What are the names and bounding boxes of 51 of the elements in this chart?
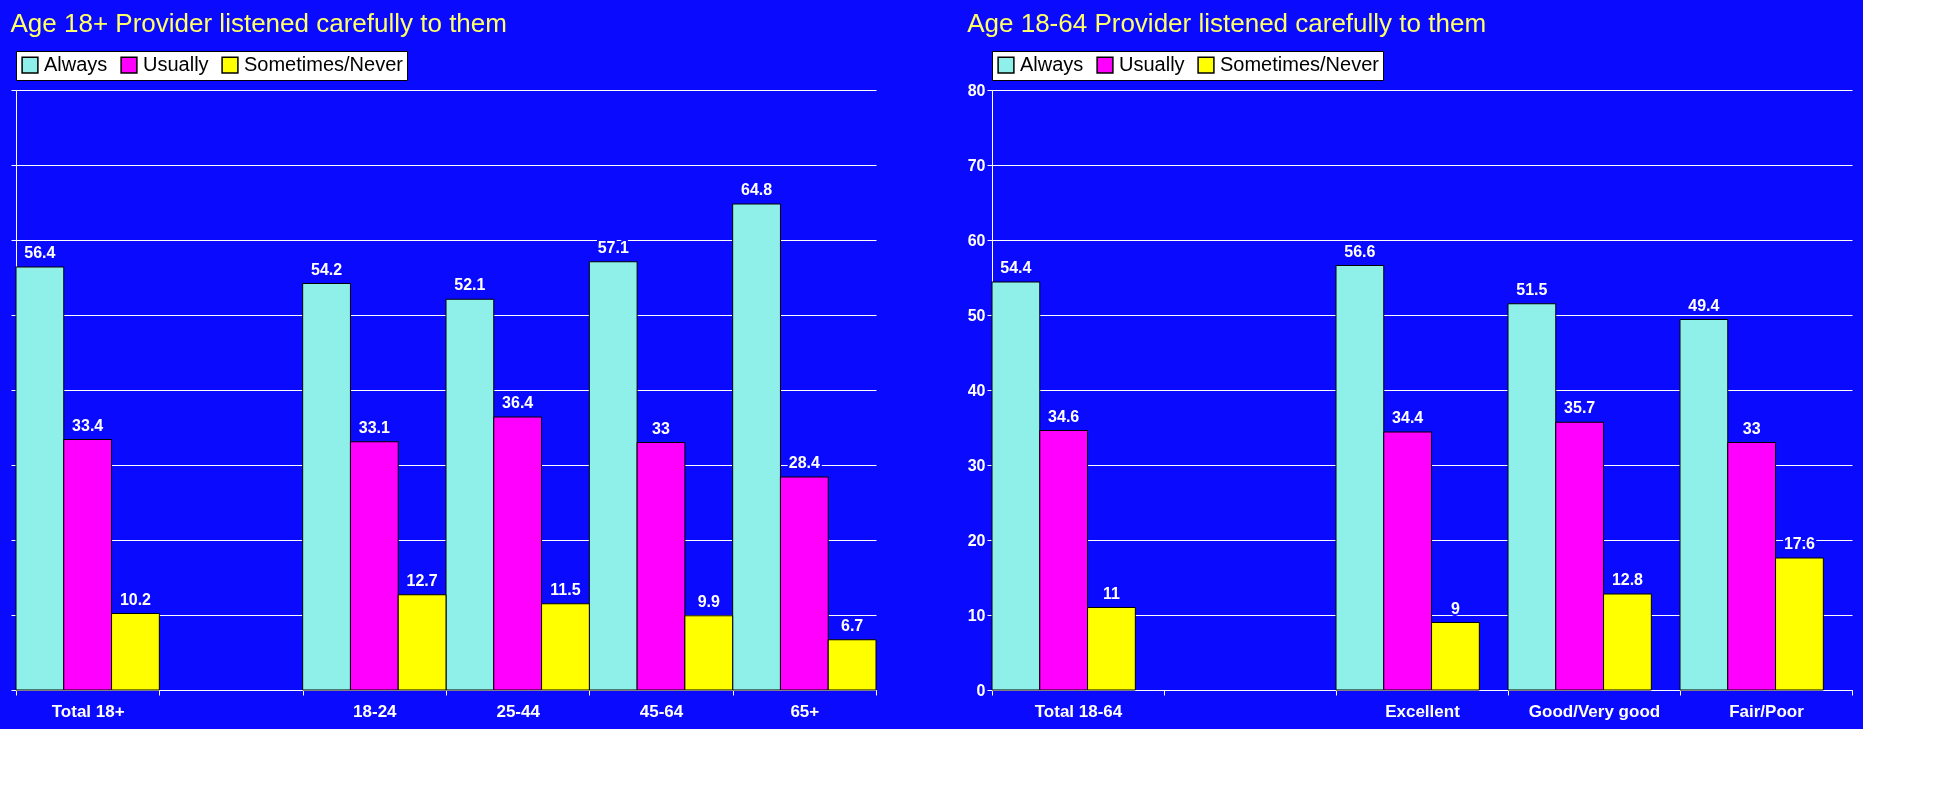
legend-label: Always bbox=[44, 53, 108, 76]
legend-label: Usually bbox=[1119, 53, 1185, 76]
legend-label: Usually bbox=[143, 53, 209, 76]
y-tick-label: 30 bbox=[967, 456, 986, 474]
data-label: 56.6 bbox=[1344, 242, 1376, 260]
data-label: 49.4 bbox=[1688, 296, 1720, 314]
chart-title: Age 18-64 Provider listened carefully to them bbox=[967, 7, 1487, 38]
y-tick-label: 40 bbox=[967, 381, 986, 399]
x-tick-label: Fair/Poor bbox=[1729, 701, 1805, 721]
y-tick-label: 80 bbox=[967, 81, 986, 99]
y-tick-label: 50 bbox=[967, 306, 986, 324]
data-label: 9 bbox=[1450, 599, 1460, 617]
y-tick-label: 70 bbox=[967, 156, 986, 174]
data-label: 64.8 bbox=[740, 181, 773, 198]
data-label: 52.1 bbox=[454, 276, 486, 294]
data-label: 33 bbox=[652, 419, 670, 437]
data-label: 33.1 bbox=[358, 418, 391, 436]
x-tick-label: 18-24 bbox=[353, 701, 398, 721]
x-tick-label: Total 18+ bbox=[51, 701, 125, 721]
chart-title: Age 18+ Provider listened carefully to them bbox=[10, 7, 507, 38]
data-label: 11.5 bbox=[550, 580, 581, 598]
data-label: 10.2 bbox=[119, 590, 152, 608]
y-tick-label: 0 bbox=[976, 681, 986, 699]
data-label: 34.6 bbox=[1048, 407, 1080, 425]
data-label: 34.4 bbox=[1392, 409, 1424, 426]
data-label: 33.4 bbox=[72, 416, 104, 434]
legend-label: Always bbox=[1020, 53, 1084, 76]
data-label: 36.4 bbox=[502, 394, 534, 411]
legend-label: Sometimes/Never bbox=[244, 53, 404, 76]
data-label: 12.7 bbox=[406, 571, 438, 589]
x-tick-label: Total 18-64 bbox=[1034, 701, 1123, 721]
x-tick-label: 65+ bbox=[790, 701, 820, 721]
y-tick-label: 10 bbox=[967, 606, 986, 624]
x-tick-label: 25-44 bbox=[496, 701, 541, 721]
x-tick-label: Good/Very good bbox=[1528, 701, 1661, 721]
data-label: 6.7 bbox=[840, 616, 864, 634]
y-tick-label: 20 bbox=[967, 531, 986, 549]
x-tick-label: Excellent bbox=[1385, 701, 1461, 721]
y-tick-label: 60 bbox=[967, 231, 986, 249]
data-label: 54.4 bbox=[1000, 259, 1032, 276]
data-label: 9.9 bbox=[697, 592, 720, 610]
data-label: 56.4 bbox=[24, 244, 56, 261]
data-label: 54.2 bbox=[310, 260, 343, 278]
data-label: 11 bbox=[1102, 584, 1120, 602]
data-label: 12.8 bbox=[1611, 571, 1644, 588]
data-label: 35.7 bbox=[1564, 399, 1596, 417]
legend-label: Sometimes/Never bbox=[1220, 53, 1380, 76]
data-label: 51.5 bbox=[1516, 280, 1548, 298]
x-tick-label: 45-64 bbox=[639, 701, 684, 721]
data-label: 33 bbox=[1742, 419, 1761, 437]
data-label: 57.1 bbox=[597, 238, 629, 256]
